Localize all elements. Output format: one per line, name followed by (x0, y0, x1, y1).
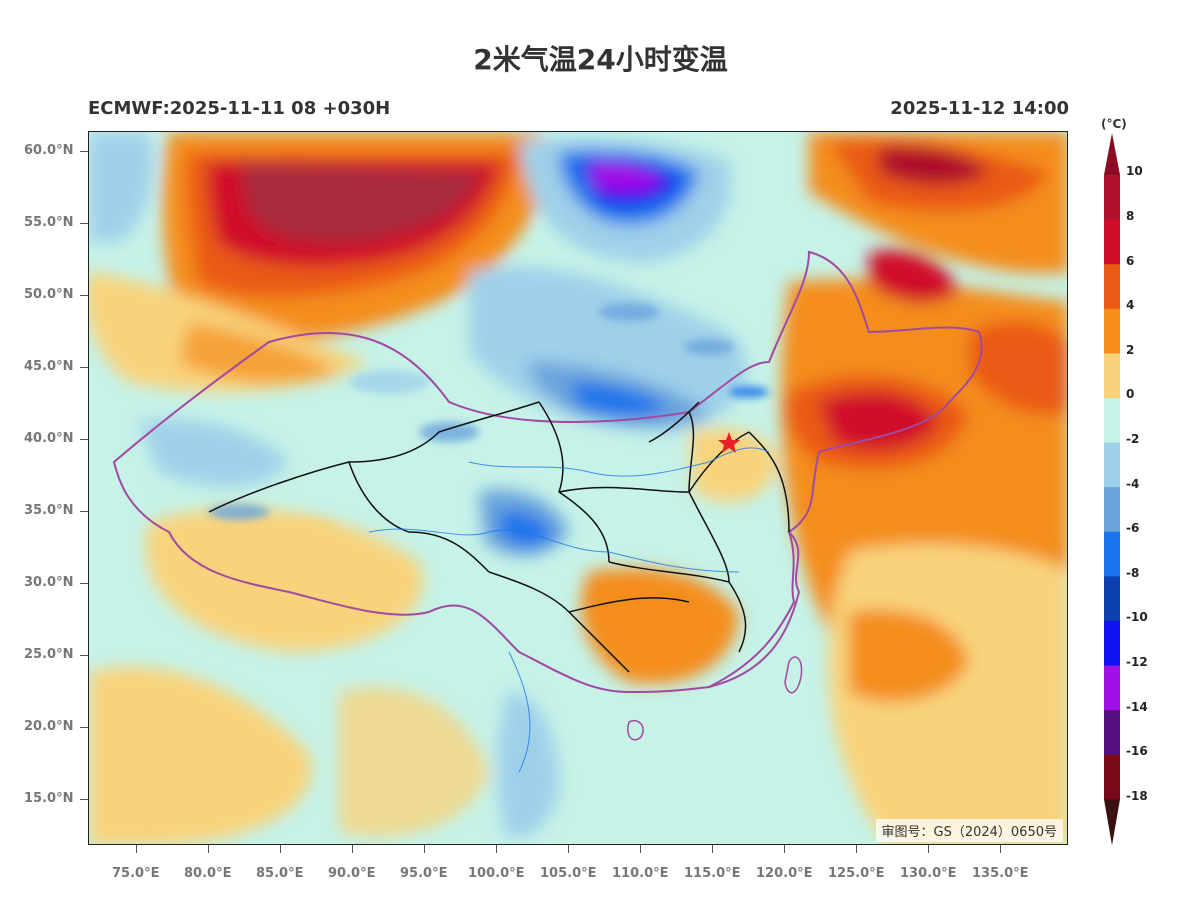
map-title: 2米气温24小时变温 (473, 43, 728, 76)
colorbar-segment (1104, 576, 1120, 622)
x-tick-label: 115.0°E (684, 866, 741, 881)
x-tick-label: 130.0°E (900, 866, 957, 881)
x-tick-label: 75.0°E (112, 866, 160, 881)
x-tick-label: 135.0°E (972, 866, 1029, 881)
capital-star-icon (718, 432, 740, 453)
colorbar-label: 0 (1126, 387, 1135, 401)
colorbar-segment (1104, 264, 1120, 310)
temperature-change-map (89, 132, 1067, 844)
colorbar-segment (1104, 442, 1120, 488)
y-tick-label: 45.0°N (24, 359, 74, 374)
y-tick-label: 40.0°N (24, 431, 74, 446)
valid-time-label: 2025-11-12 14:00 (890, 98, 1069, 119)
colorbar-label: -14 (1126, 700, 1148, 714)
colorbar-label: -18 (1126, 789, 1148, 803)
x-tick-label: 105.0°E (540, 866, 597, 881)
x-tick-label: 110.0°E (612, 866, 669, 881)
colorbar-label: -10 (1126, 610, 1148, 624)
y-tick-label: 50.0°N (24, 287, 74, 302)
y-tick-label: 20.0°N (24, 719, 74, 734)
colorbar-segment (1104, 710, 1120, 756)
x-tick-label: 85.0°E (256, 866, 304, 881)
colorbar-unit: (°C) (1101, 117, 1127, 131)
colorbar-segment (1104, 308, 1120, 354)
x-tick-label: 125.0°E (828, 866, 885, 881)
colorbar-segment (1104, 531, 1120, 577)
colorbar (1100, 125, 1124, 851)
colorbar-label: -2 (1126, 432, 1140, 446)
colorbar-label: -8 (1126, 566, 1140, 580)
x-tick-label: 100.0°E (468, 866, 525, 881)
x-tick-label: 90.0°E (328, 866, 376, 881)
colorbar-label: 4 (1126, 298, 1135, 312)
colorbar-top-tip (1104, 133, 1120, 175)
colorbar-segment (1104, 487, 1120, 533)
colorbar-segment (1104, 398, 1120, 444)
colorbar-segment (1104, 754, 1120, 800)
colorbar-label: -16 (1126, 744, 1148, 758)
x-tick-label: 95.0°E (400, 866, 448, 881)
colorbar-bottom-tip (1104, 799, 1120, 846)
x-tick-label: 80.0°E (184, 866, 232, 881)
colorbar-segment (1104, 175, 1120, 221)
y-tick-label: 25.0°N (24, 647, 74, 662)
y-tick-label: 35.0°N (24, 503, 74, 518)
colorbar-label: 10 (1126, 164, 1143, 178)
colorbar-scale (1104, 133, 1120, 846)
model-run-label: ECMWF:2025-11-11 08 +030H (88, 98, 391, 119)
y-tick-label: 55.0°N (24, 215, 74, 230)
colorbar-segment (1104, 353, 1120, 399)
y-tick-label: 60.0°N (24, 143, 74, 158)
x-tick-label: 120.0°E (756, 866, 813, 881)
colorbar-segment (1104, 621, 1120, 667)
colorbar-label: 8 (1126, 209, 1135, 223)
colorbar-label: 2 (1126, 343, 1135, 357)
colorbar-label: 6 (1126, 254, 1135, 268)
map-area (88, 131, 1068, 845)
colorbar-label: -6 (1126, 521, 1140, 535)
map-approval-watermark: 审图号：GS（2024）0650号 (875, 819, 1063, 842)
y-tick-label: 30.0°N (24, 575, 74, 590)
colorbar-label: -12 (1126, 655, 1148, 669)
y-tick-label: 15.0°N (24, 791, 74, 806)
colorbar-segment (1104, 665, 1120, 711)
colorbar-segment (1104, 219, 1120, 265)
colorbar-label: -4 (1126, 477, 1140, 491)
